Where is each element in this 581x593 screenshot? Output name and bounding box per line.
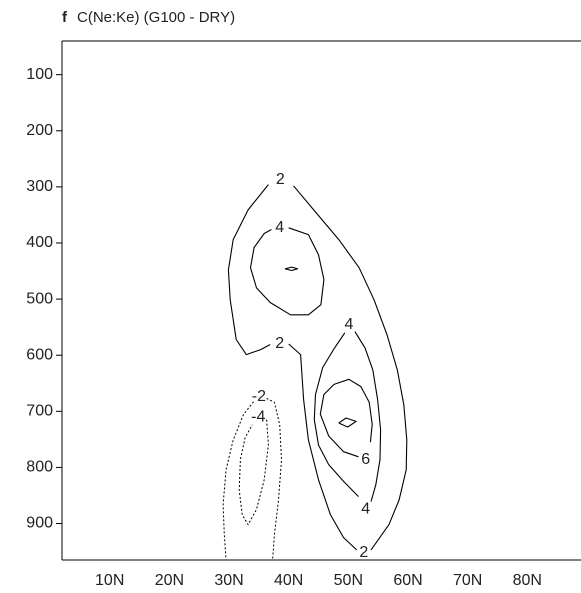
x-tick-label: 80N [513,572,542,589]
contour-line [222,401,254,561]
contour-line [338,417,357,428]
contour-line [238,419,269,526]
x-tick-label: 60N [393,572,422,589]
x-tick-label: 20N [155,572,184,589]
contour-label: -4 [251,409,265,426]
x-tick-label: 10N [95,572,124,589]
y-tick-label: 600 [26,346,53,363]
contour-line [293,185,408,551]
contour-label: 4 [344,316,353,333]
contour-line [313,332,359,497]
contour-label: 2 [359,544,368,561]
contour-line [354,331,382,502]
contour-line [249,227,325,316]
y-tick-label: 800 [26,459,53,476]
contour-label: 4 [275,219,284,236]
y-tick-label: 300 [26,178,53,195]
y-tick-label: 200 [26,122,53,139]
x-tick-label: 70N [453,572,482,589]
x-tick-label: 40N [274,572,303,589]
chart-title: C(Ne:Ke) (G100 - DRY) [77,9,235,26]
contour-label: 6 [361,451,370,468]
contour-line [266,397,282,561]
y-tick-label: 700 [26,403,53,420]
contour-label: 2 [276,171,285,188]
y-tick-label: 900 [26,515,53,532]
contour-line [288,343,358,551]
contour-line [319,378,373,458]
x-tick-label: 50N [334,572,363,589]
contour-line [227,184,271,356]
y-tick-label: 500 [26,290,53,307]
x-tick-label: 30N [214,572,243,589]
y-tick-label: 100 [26,66,53,83]
contour-label: -2 [252,388,266,405]
y-tick-label: 400 [26,234,53,251]
contour-label: 4 [361,501,370,518]
contour-label: 2 [275,335,284,352]
contour-line [284,266,299,272]
panel-label: f [62,9,68,26]
